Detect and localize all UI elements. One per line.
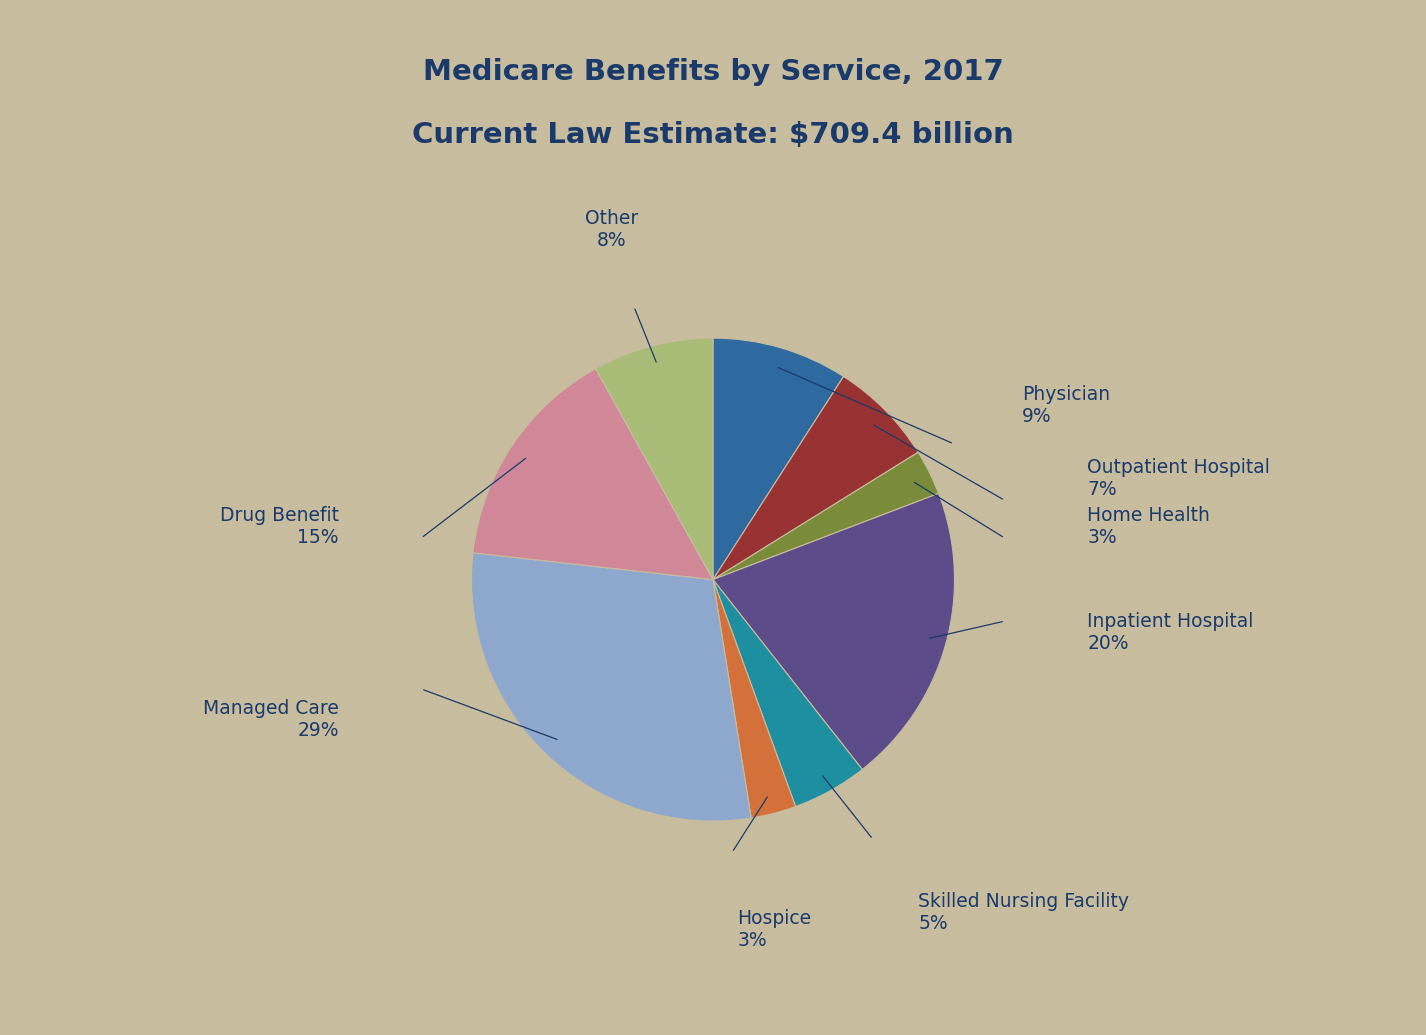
Text: Drug Benefit
15%: Drug Benefit 15% — [220, 506, 339, 546]
Text: Hospice
3%: Hospice 3% — [737, 910, 811, 950]
Text: Inpatient Hospital
20%: Inpatient Hospital 20% — [1087, 613, 1253, 653]
Text: Medicare Benefits by Service, 2017: Medicare Benefits by Service, 2017 — [422, 58, 1004, 87]
Wedge shape — [596, 338, 713, 580]
Wedge shape — [472, 553, 752, 821]
Text: Physician
9%: Physician 9% — [1022, 385, 1111, 426]
Wedge shape — [713, 377, 918, 580]
Wedge shape — [713, 494, 954, 769]
Text: Current Law Estimate: $709.4 billion: Current Law Estimate: $709.4 billion — [412, 120, 1014, 149]
Text: Other
8%: Other 8% — [585, 209, 639, 249]
Wedge shape — [713, 580, 863, 806]
Wedge shape — [473, 368, 713, 580]
Wedge shape — [713, 580, 796, 818]
Text: Managed Care
29%: Managed Care 29% — [202, 700, 339, 740]
Text: Outpatient Hospital
7%: Outpatient Hospital 7% — [1087, 457, 1271, 499]
Wedge shape — [713, 452, 938, 580]
Text: Skilled Nursing Facility
5%: Skilled Nursing Facility 5% — [918, 892, 1129, 934]
Text: Home Health
3%: Home Health 3% — [1087, 506, 1211, 546]
Wedge shape — [713, 338, 844, 580]
